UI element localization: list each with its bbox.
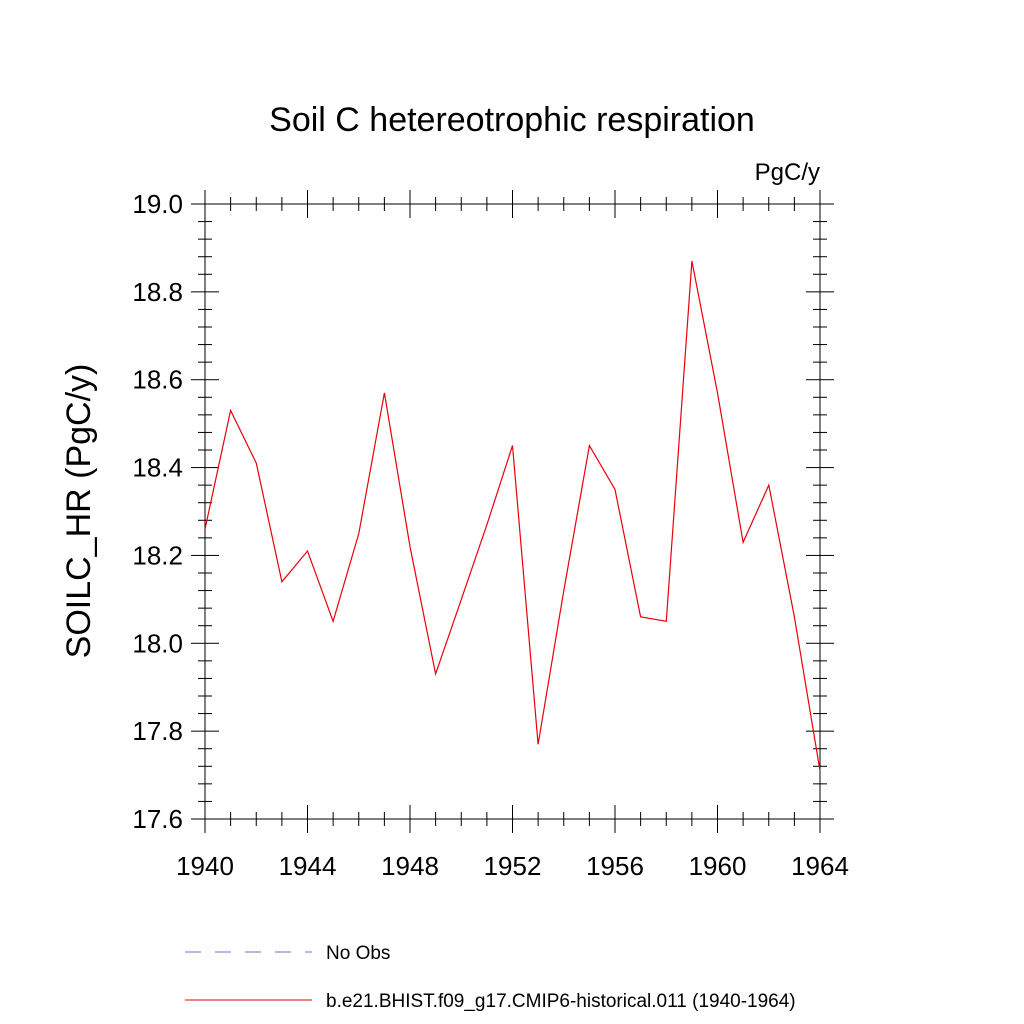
y-tick-label: 18.0 [132, 628, 183, 658]
legend-label-no-obs: No Obs [326, 943, 390, 964]
x-tick-label: 1944 [279, 851, 337, 881]
x-tick-labels: 1940 1944 1948 1952 1956 1960 1964 [176, 851, 849, 881]
y-tick-label: 19.0 [132, 189, 183, 219]
series-group [204, 260, 821, 771]
major-ticks [191, 190, 834, 833]
y-tick-label: 17.6 [132, 804, 183, 834]
x-tick-label: 1964 [791, 851, 849, 881]
units-label: PgC/y [755, 159, 820, 186]
x-tick-label: 1952 [484, 851, 542, 881]
y-tick-labels: 17.6 17.8 18.0 18.2 18.4 18.6 18.8 19.0 [132, 189, 183, 834]
x-tick-label: 1960 [689, 851, 747, 881]
x-tick-label: 1940 [176, 851, 234, 881]
x-tick-label: 1948 [381, 851, 439, 881]
y-tick-label: 17.8 [132, 716, 183, 746]
legend-label-model: b.e21.BHIST.f09_g17.CMIP6-historical.011… [326, 991, 796, 1012]
x-tick-label: 1956 [586, 851, 644, 881]
plot-frame [204, 203, 821, 820]
legend: No Obs b.e21.BHIST.f09_g17.CMIP6-histori… [185, 943, 796, 1012]
minor-ticks [198, 197, 827, 826]
y-tick-label: 18.6 [132, 365, 183, 395]
series-line [204, 260, 821, 771]
y-tick-label: 18.4 [132, 453, 183, 483]
chart-title: Soil C hetereotrophic respiration [269, 101, 755, 139]
y-tick-label: 18.8 [132, 277, 183, 307]
y-axis-label: SOILC_HR (PgC/y) [60, 364, 98, 659]
y-tick-label: 18.2 [132, 540, 183, 570]
